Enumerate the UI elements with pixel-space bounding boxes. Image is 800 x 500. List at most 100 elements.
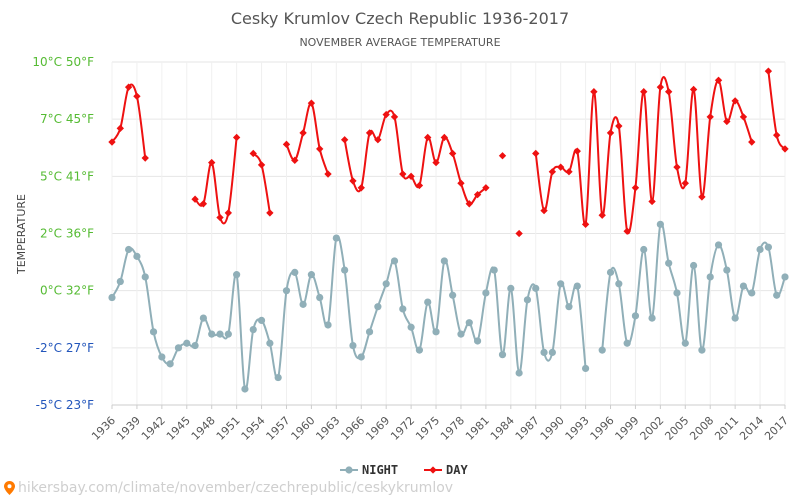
night-point — [515, 369, 523, 377]
night-point — [149, 328, 158, 336]
day-line — [534, 76, 753, 235]
day-point — [681, 179, 689, 187]
day-point — [282, 140, 291, 148]
x-tick-label: 1963 — [313, 414, 342, 443]
night-point — [125, 245, 133, 254]
series-day — [108, 67, 789, 238]
day-point — [515, 229, 523, 238]
series-layer — [108, 67, 789, 393]
night-point — [108, 293, 116, 302]
day-point — [640, 88, 648, 96]
night-point — [191, 341, 199, 350]
night-point — [449, 291, 457, 299]
night-point — [299, 300, 307, 308]
night-point — [756, 245, 764, 254]
night-point — [216, 330, 224, 338]
day-point — [116, 124, 124, 132]
day-point — [631, 184, 640, 192]
night-point — [158, 353, 166, 361]
day-point — [773, 131, 781, 139]
night-point — [390, 257, 399, 265]
legend-item-night[interactable]: NIGHT — [340, 463, 398, 477]
night-point — [183, 339, 191, 347]
day-point — [623, 227, 631, 235]
night-point — [332, 234, 340, 242]
night-point — [739, 282, 748, 290]
x-tick-label: 2008 — [687, 414, 716, 443]
x-tick-label: 1993 — [563, 414, 592, 443]
day-point — [266, 209, 274, 217]
night-point — [249, 325, 257, 334]
night-point — [307, 271, 316, 279]
day-point — [556, 163, 565, 171]
night-point — [723, 266, 731, 274]
night-line — [601, 221, 786, 352]
y-tick-label: 10°C 50°F — [32, 55, 94, 69]
x-tick-label: 1948 — [189, 414, 218, 443]
night-point — [640, 245, 648, 254]
night-point — [116, 277, 124, 286]
night-point — [341, 266, 349, 274]
x-tick-label: 1996 — [588, 414, 617, 443]
grid — [111, 61, 786, 406]
night-point — [224, 330, 232, 338]
night-point — [698, 346, 706, 354]
y-tick-labels: 10°C 50°F 7°C 45°F 5°C 41°F 2°C 36°F 0°C 32°… — [32, 55, 94, 412]
x-tick-label: 2017 — [762, 414, 791, 443]
day-point — [673, 163, 681, 171]
map-pin-icon — [4, 481, 15, 495]
x-tick-label: 1981 — [463, 414, 492, 443]
night-point — [174, 344, 183, 352]
day-point — [440, 133, 449, 142]
night-point — [432, 328, 440, 336]
day-point — [606, 129, 615, 137]
day-point — [133, 92, 141, 100]
night-point — [473, 337, 482, 345]
night-point — [690, 261, 698, 270]
night-point — [208, 330, 216, 338]
x-tick-label: 1954 — [239, 414, 268, 443]
night-point — [573, 282, 581, 290]
x-tick-label: 2014 — [737, 414, 766, 443]
day-line — [343, 109, 487, 206]
night-point — [282, 287, 291, 295]
day-line — [194, 137, 238, 225]
day-point — [457, 179, 465, 187]
source-link[interactable]: hikersbay.com/climate/november/czechrepu… — [4, 480, 453, 496]
night-point — [673, 289, 681, 297]
y-tick-label: 2°C 36°F — [40, 227, 94, 241]
x-tick-label: 1969 — [363, 414, 392, 443]
x-tick-label: 1951 — [214, 414, 243, 443]
night-point — [648, 314, 656, 322]
x-tick-label: 1975 — [413, 414, 442, 443]
day-point — [615, 122, 623, 130]
legend[interactable]: NIGHT DAY — [340, 463, 468, 477]
day-point — [698, 193, 706, 201]
x-tick-label: 1990 — [538, 414, 567, 443]
day-point — [340, 136, 349, 144]
night-point — [440, 257, 448, 265]
night-point — [374, 303, 382, 311]
legend-item-day[interactable]: DAY — [424, 463, 468, 477]
legend-marker — [345, 466, 353, 474]
x-tick-label: 1999 — [613, 414, 642, 443]
day-point — [748, 138, 756, 146]
day-point — [648, 197, 656, 206]
y-tick-label: 7°C 45°F — [40, 112, 94, 126]
day-point — [548, 168, 557, 176]
night-point — [465, 319, 473, 327]
day-point — [714, 76, 723, 84]
day-point — [565, 168, 573, 176]
night-point — [557, 280, 565, 288]
day-point — [424, 133, 432, 142]
night-point — [407, 323, 415, 331]
day-point — [349, 177, 357, 185]
x-tick-label: 1936 — [89, 414, 118, 443]
day-point — [532, 149, 540, 158]
night-point — [399, 305, 407, 313]
night-point — [424, 298, 432, 306]
night-point — [714, 241, 723, 249]
night-point — [291, 268, 299, 276]
night-point — [324, 321, 332, 329]
legend-marker — [429, 466, 437, 474]
